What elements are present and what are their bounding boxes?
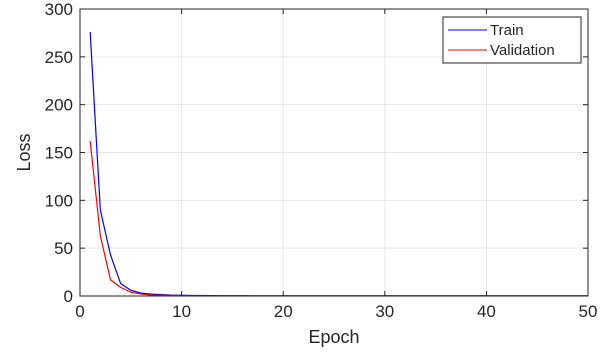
legend-label-validation: Validation	[490, 42, 555, 59]
y-tick-label: 150	[45, 144, 73, 163]
x-tick-label: 30	[375, 302, 394, 321]
x-tick-label: 20	[274, 302, 293, 321]
x-tick-label: 10	[172, 302, 191, 321]
y-tick-label: 250	[45, 48, 73, 67]
y-tick-label: 50	[54, 239, 73, 258]
series-line-train	[89, 31, 588, 297]
axis-ticks: 0 10 20 30 40 50 0 50 100 150 200 250 300	[45, 0, 598, 321]
y-tick-label: 0	[64, 287, 73, 306]
y-tick-label: 100	[45, 191, 73, 210]
x-tick-label: 0	[75, 302, 84, 321]
y-tick-label: 200	[45, 96, 73, 115]
x-tick-label: 50	[579, 302, 598, 321]
y-tick-label: 300	[45, 0, 73, 19]
series-line-validation	[89, 140, 588, 297]
legend-box	[442, 16, 582, 64]
y-axis-title: Loss	[14, 133, 34, 171]
x-axis-title: Epoch	[308, 327, 359, 347]
legend-label-train: Train	[490, 22, 524, 39]
legend: Train Validation	[442, 16, 582, 64]
x-tick-label: 40	[477, 302, 496, 321]
series-layer	[89, 31, 588, 297]
